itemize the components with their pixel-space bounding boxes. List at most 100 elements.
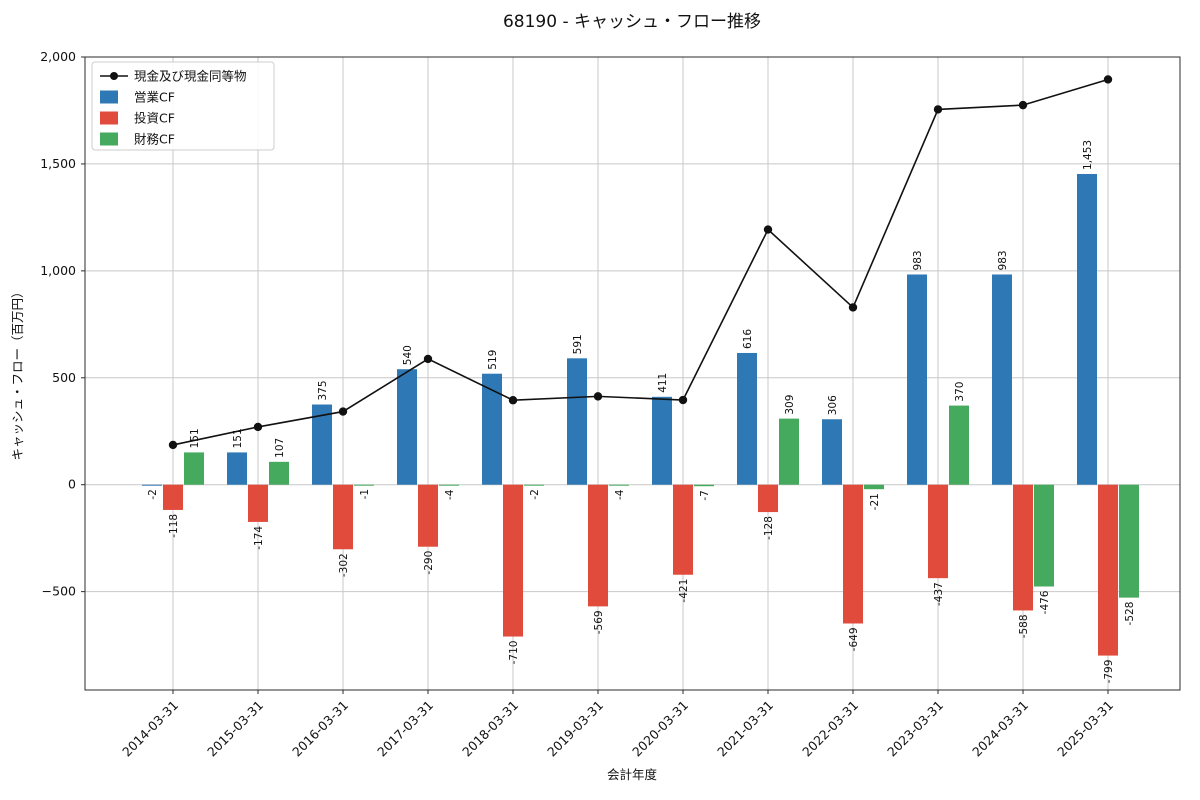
bar-financing-cf: [694, 484, 714, 487]
bar-value-label: 306: [827, 395, 839, 415]
x-tick-label: 2022-03-31: [799, 698, 861, 760]
y-tick-label: 1,000: [40, 263, 76, 278]
legend-marker-sample: [110, 72, 118, 80]
line-marker: [1018, 100, 1028, 110]
bar-operating-cf: [822, 419, 842, 485]
bar-financing-cf: [354, 484, 374, 486]
bar-value-label: -649: [848, 627, 860, 651]
y-axis-label: キャッシュ・フロー（百万円）: [10, 285, 25, 460]
legend-item-investing-cf: 投資CF: [100, 111, 175, 126]
bar-operating-cf: [992, 274, 1012, 485]
legend-item-operating-cf: 営業CF: [100, 90, 175, 105]
line-marker: [253, 422, 263, 432]
bar-value-label: -2: [529, 489, 541, 499]
bar-investing-cf: [758, 484, 778, 513]
bar-value-label: -290: [423, 551, 435, 575]
line-marker: [423, 354, 433, 364]
bar-investing-cf: [928, 484, 948, 579]
bar-value-label: -1: [359, 489, 371, 499]
bar-value-label: -476: [1039, 590, 1051, 614]
bar-value-label: 983: [912, 250, 924, 270]
bar-value-label: 411: [657, 373, 669, 393]
legend-label: 現金及び現金同等物: [134, 69, 247, 84]
line-marker: [593, 392, 603, 401]
legend-label: 投資CF: [134, 111, 175, 126]
x-tick-label: 2019-03-31: [544, 698, 606, 760]
bar-investing-cf: [1013, 484, 1033, 611]
bar-financing-cf: [184, 452, 204, 485]
legend-swatch: [100, 111, 118, 125]
x-tick-label: 2020-03-31: [629, 698, 691, 760]
x-tick-label: 2015-03-31: [204, 698, 266, 760]
y-tick-label: 2,000: [40, 49, 76, 64]
line-marker: [1103, 75, 1113, 84]
bar-operating-cf: [1077, 173, 1097, 485]
chart-title: 68190 - キャッシュ・フロー推移: [503, 12, 761, 32]
bar-investing-cf: [163, 484, 183, 510]
bar-financing-cf: [949, 405, 969, 485]
bar-investing-cf: [673, 484, 693, 575]
line-marker: [763, 225, 773, 234]
x-tick-label: 2021-03-31: [714, 698, 776, 760]
bar-value-label: -710: [508, 641, 520, 665]
bar-operating-cf: [652, 396, 672, 485]
bar-financing-cf: [1034, 484, 1054, 587]
bar-series-group: [142, 173, 1139, 656]
bar-financing-cf: [524, 484, 544, 486]
bar-value-label: -2: [147, 489, 159, 499]
x-tick-label: 2016-03-31: [289, 698, 351, 760]
legend-swatch: [100, 90, 118, 104]
x-tick-label: 2018-03-31: [459, 698, 521, 760]
bar-value-label: -128: [763, 516, 775, 540]
bar-investing-cf: [588, 484, 608, 607]
bar-value-label: 591: [572, 334, 584, 354]
y-tick-label: 0: [68, 477, 76, 492]
line-series-group: [168, 75, 1113, 450]
bar-value-label: -21: [869, 493, 881, 510]
bar-value-label: -588: [1018, 614, 1030, 638]
bar-value-label: 375: [317, 380, 329, 400]
bar-value-label: 540: [402, 345, 414, 365]
bar-value-label: -569: [593, 610, 605, 634]
bar-value-label: -528: [1124, 602, 1136, 626]
x-tick-label: 2024-03-31: [969, 698, 1031, 760]
bar-value-label: 370: [954, 382, 966, 402]
bar-value-label: -7: [699, 490, 711, 500]
bar-value-label: 1,453: [1082, 140, 1094, 170]
bar-value-label: -302: [338, 553, 350, 577]
bar-financing-cf: [609, 484, 629, 486]
line-marker: [678, 395, 688, 405]
bar-value-label: 107: [274, 438, 286, 458]
bar-operating-cf: [907, 274, 927, 485]
bar-investing-cf: [843, 484, 863, 624]
bar-operating-cf: [482, 373, 502, 485]
cash-equivalents-line: [172, 78, 1109, 446]
y-tick-label: 500: [52, 370, 76, 385]
bar-investing-cf: [248, 484, 268, 522]
y-tick-label: −500: [42, 584, 76, 599]
legend-label: 財務CF: [134, 132, 175, 147]
bar-value-label: -118: [168, 514, 180, 538]
line-marker: [848, 303, 858, 312]
bar-investing-cf: [1098, 484, 1118, 656]
bar-operating-cf: [737, 352, 757, 485]
bar-value-label: -421: [678, 579, 690, 603]
bar-value-label: 151: [232, 428, 244, 448]
legend-swatch: [100, 132, 118, 146]
line-marker: [338, 407, 348, 416]
x-tick-label: 2014-03-31: [119, 698, 181, 760]
bar-financing-cf: [1119, 484, 1139, 598]
line-marker: [168, 440, 178, 450]
bar-value-label: 616: [742, 329, 754, 349]
x-tick-label: 2023-03-31: [884, 698, 946, 760]
bar-value-label: 983: [997, 250, 1009, 270]
legend-item-financing-cf: 財務CF: [100, 132, 175, 147]
x-tick-label: 2017-03-31: [374, 698, 436, 760]
bar-financing-cf: [439, 484, 459, 486]
line-marker: [933, 105, 943, 114]
x-axis-label: 会計年度: [607, 767, 658, 782]
